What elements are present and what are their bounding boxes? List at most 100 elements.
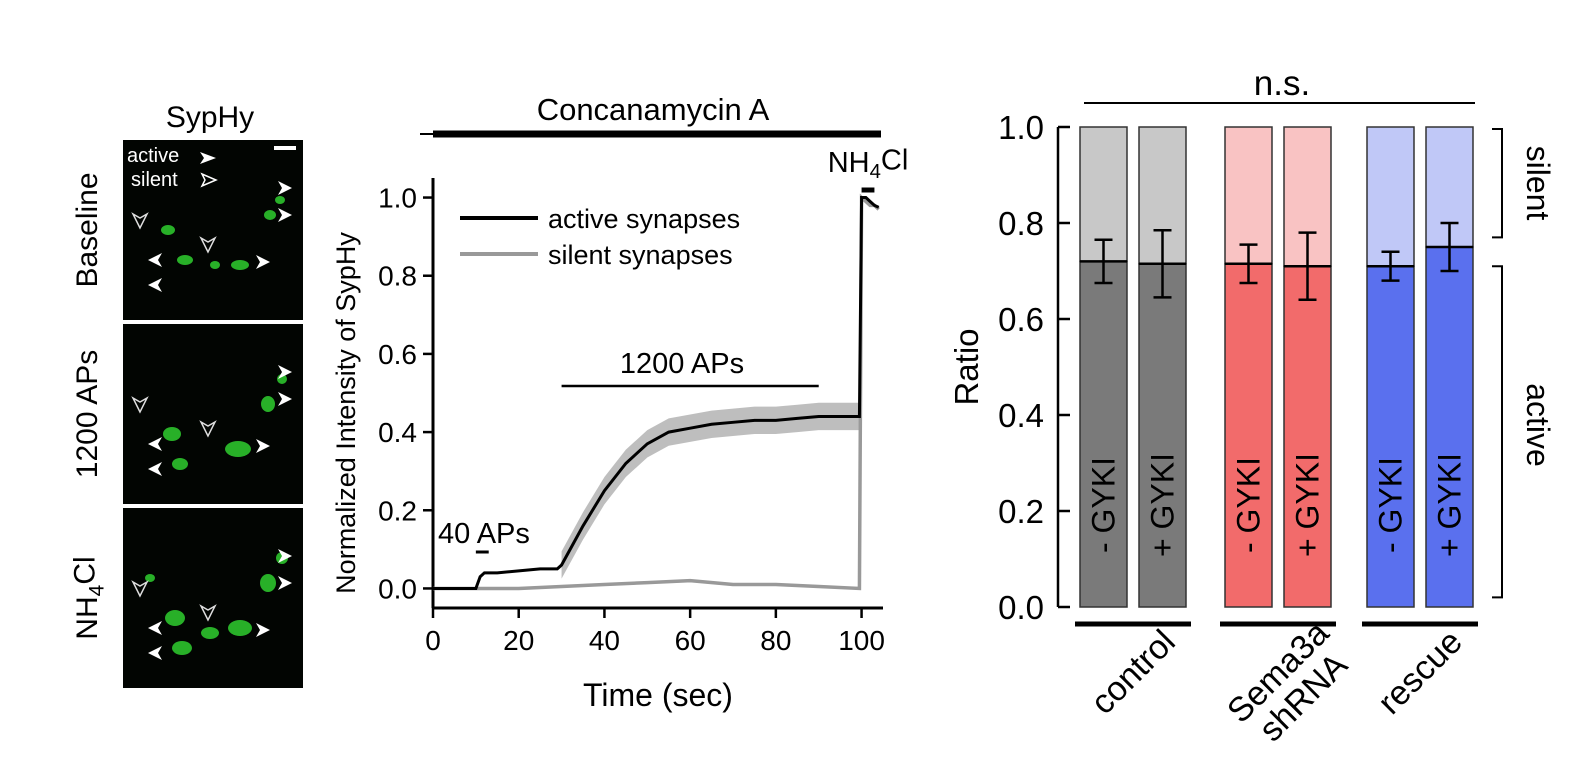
micrograph-image xyxy=(123,508,303,688)
micrograph-row-2: 1200 APs xyxy=(71,324,303,504)
ratio-bar-chart: 0.0 0.2 0.4 0.6 0.8 1.0 Ratio - GYKI + GYKI contr… xyxy=(948,64,1556,756)
group-label: control xyxy=(1084,623,1183,722)
synapse-signal xyxy=(210,261,220,269)
synapse-signal xyxy=(261,396,275,412)
micrograph-image xyxy=(123,324,303,504)
y-tick-label: 0.8 xyxy=(378,261,417,292)
x-tick-label: 0 xyxy=(425,625,441,656)
silent-bracket xyxy=(1492,128,1503,239)
active-arrow-icon xyxy=(148,462,162,476)
silent-arrow-icon xyxy=(131,396,149,414)
active-arrow-icon xyxy=(278,365,292,379)
active-arrow-icon xyxy=(256,439,270,453)
bar-inner-label: + GYKI xyxy=(1432,453,1468,557)
x-tick-label: 40 xyxy=(589,625,620,656)
synapse-signal xyxy=(228,620,252,636)
bar-group-control: - GYKI + GYKI control xyxy=(1075,126,1191,722)
micrograph-row-3: NH4Cl xyxy=(68,508,303,688)
bar-active-segment xyxy=(1425,246,1474,608)
synapse-signal xyxy=(163,427,181,441)
concanamycin-label: Concanamycin A xyxy=(537,92,770,127)
y-tick-label: 1.0 xyxy=(378,183,417,214)
synapse-signal xyxy=(225,441,251,457)
active-arrow-icon xyxy=(278,181,292,195)
bar-active-segment xyxy=(1079,260,1128,608)
legend-active-label: active xyxy=(127,145,179,167)
synapse-signal xyxy=(231,260,249,270)
micrograph-row-1: Baseline xyxy=(71,140,303,320)
active-arrow-icon xyxy=(278,549,292,563)
active-arrow-icon xyxy=(148,437,162,451)
y-tick-label: 0.8 xyxy=(998,205,1044,242)
silent-arrow-icon xyxy=(131,580,149,598)
stim-1200-label: 1200 APs xyxy=(620,348,744,380)
bar-inner-label: + GYKI xyxy=(1145,453,1181,557)
active-arrow-icon xyxy=(278,576,292,590)
active-arrow-icon xyxy=(278,392,292,406)
silent-bracket-label: silent xyxy=(1520,146,1556,221)
synapse-signal xyxy=(260,574,276,592)
active-bracket xyxy=(1492,265,1503,599)
active-arrow-icon xyxy=(256,623,270,637)
bar-inner-label: - GYKI xyxy=(1231,457,1267,553)
active-arrow-icon xyxy=(148,646,162,660)
y-tick-label: 1.0 xyxy=(998,109,1044,146)
bar-inner-label: - GYKI xyxy=(1373,457,1409,553)
x-tick-label: 60 xyxy=(675,625,706,656)
active-arrow-icon xyxy=(148,621,162,635)
synapse-signal xyxy=(177,255,193,265)
trace-chart: 0.0 0.2 0.4 0.6 0.8 1.0 0 20 40 60 80 100 Time (sec)… xyxy=(331,92,909,713)
y-tick-label: 0.0 xyxy=(998,589,1044,626)
legend-label: active synapses xyxy=(548,204,740,234)
legend-silent-label: silent xyxy=(131,169,178,191)
group-label: rescue xyxy=(1371,623,1470,722)
synapse-signal xyxy=(172,458,188,470)
bar-group-rescue: - GYKI + GYKI rescue xyxy=(1362,126,1478,722)
bar-silent-segment xyxy=(1224,126,1273,265)
bar-silent-segment xyxy=(1366,126,1415,267)
micrograph-row-label: 1200 APs xyxy=(71,350,104,478)
y-tick-label: 0.6 xyxy=(998,301,1044,338)
synapse-signal xyxy=(172,641,192,655)
micrograph-title: SypHy xyxy=(166,101,254,134)
bar-active-segment xyxy=(1283,265,1332,608)
legend-active-arrow-icon xyxy=(200,152,216,164)
active-bracket-label: active xyxy=(1520,383,1556,467)
nh4cl-label: NH4Cl xyxy=(828,144,909,183)
series-line-silent xyxy=(433,193,880,591)
series-line-active xyxy=(433,196,880,590)
group-label: Sema3ashRNA xyxy=(1220,614,1362,756)
bar-active-segment xyxy=(1138,263,1187,608)
silent-arrow-icon xyxy=(199,604,217,622)
synapse-signal xyxy=(201,627,219,639)
synapse-signal xyxy=(165,610,185,626)
synapse-signal xyxy=(275,196,285,204)
x-tick-label: 20 xyxy=(503,625,534,656)
significance-label: n.s. xyxy=(1254,64,1310,103)
stim-40-label: 40 APs xyxy=(438,518,530,550)
active-arrow-icon xyxy=(148,278,162,292)
y-axis-label: Normalized Intensity of SypHy xyxy=(331,232,361,594)
y-axis-label: Ratio xyxy=(948,328,985,405)
bar-silent-segment xyxy=(1138,126,1187,265)
bar-active-segment xyxy=(1224,263,1273,608)
active-arrow-icon xyxy=(278,208,292,222)
y-tick-label: 0.0 xyxy=(378,573,417,604)
silent-arrow-icon xyxy=(199,420,217,438)
silent-arrow-icon xyxy=(131,212,149,230)
silent-arrow-icon xyxy=(199,236,217,254)
micrograph-image xyxy=(123,140,303,320)
synapse-signal xyxy=(161,225,175,235)
y-tick-label: 0.4 xyxy=(378,417,417,448)
bar-inner-label: - GYKI xyxy=(1086,457,1122,553)
x-axis-label: Time (sec) xyxy=(583,677,733,713)
bar-active-segment xyxy=(1366,265,1415,608)
legend-silent-arrow-icon xyxy=(200,172,218,188)
legend-label: silent synapses xyxy=(548,240,733,270)
y-tick-label: 0.4 xyxy=(998,397,1044,434)
micrograph-row-label: NH4Cl xyxy=(68,556,108,639)
bar-group-sema3a-shrna: - GYKI + GYKI Sema3ashRNA xyxy=(1220,126,1362,756)
active-arrow-icon xyxy=(256,255,270,269)
x-tick-label: 100 xyxy=(838,625,885,656)
